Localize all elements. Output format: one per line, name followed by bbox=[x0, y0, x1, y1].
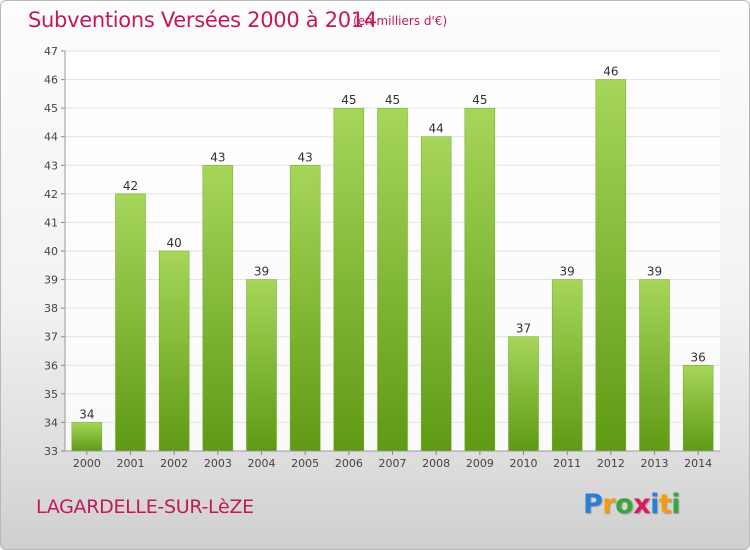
bar-2003 bbox=[202, 165, 234, 452]
data-label: 34 bbox=[79, 407, 94, 421]
logo-letter: r bbox=[602, 489, 616, 520]
logo-letter: x bbox=[633, 489, 651, 520]
x-tick-label: 2008 bbox=[422, 457, 450, 470]
data-labels: 34 42 40 43 39 43 45 45 44 45 37 39 46 39 36 bbox=[79, 65, 706, 422]
bar-2000 bbox=[71, 422, 103, 452]
bar-2006 bbox=[333, 107, 365, 452]
data-label: 36 bbox=[691, 350, 706, 364]
x-tick-label: 2013 bbox=[641, 457, 669, 470]
y-tick-label: 44 bbox=[44, 131, 58, 144]
x-tick-label: 2004 bbox=[248, 457, 276, 470]
data-label: 39 bbox=[254, 265, 269, 279]
y-tick-label: 43 bbox=[44, 159, 58, 172]
data-label: 39 bbox=[560, 265, 575, 279]
y-tick-label: 45 bbox=[44, 102, 58, 115]
bar-2010 bbox=[508, 336, 539, 452]
data-label: 42 bbox=[123, 179, 138, 193]
logo-letter: t bbox=[658, 489, 672, 520]
x-axis-ticks: 2000 2001 2002 2003 2004 2005 2006 2007 2008 2009… bbox=[65, 450, 720, 470]
chart-title: Subventions Versées 2000 à 2014 bbox=[28, 8, 377, 32]
x-tick-label: 2014 bbox=[684, 457, 712, 470]
y-tick-label: 35 bbox=[44, 388, 58, 401]
bar-2009 bbox=[464, 107, 496, 452]
y-tick-label: 47 bbox=[44, 45, 58, 58]
logo-letter: i bbox=[650, 489, 659, 520]
y-tick-label: 33 bbox=[44, 445, 58, 458]
x-tick-label: 2005 bbox=[291, 457, 319, 470]
y-tick-label: 34 bbox=[44, 416, 58, 429]
bar-2005 bbox=[289, 165, 321, 452]
unit-note: (en milliers d'€) bbox=[353, 14, 448, 28]
y-tick-label: 46 bbox=[44, 74, 58, 87]
x-tick-label: 2007 bbox=[379, 457, 407, 470]
data-label: 43 bbox=[210, 150, 225, 164]
y-tick-label: 41 bbox=[44, 216, 58, 229]
logo-letter: o bbox=[615, 489, 634, 520]
bar-2001 bbox=[115, 193, 146, 452]
bar-2012 bbox=[595, 79, 627, 452]
x-tick-label: 2009 bbox=[466, 457, 494, 470]
bar-2004 bbox=[246, 279, 277, 452]
data-label: 39 bbox=[647, 265, 662, 279]
x-tick-label: 2012 bbox=[597, 457, 625, 470]
y-tick-label: 36 bbox=[44, 359, 58, 372]
data-label: 37 bbox=[516, 322, 531, 336]
bar-2008 bbox=[420, 136, 452, 452]
data-label: 45 bbox=[385, 93, 400, 107]
bar-2011 bbox=[551, 279, 583, 452]
logo-letter: i bbox=[671, 489, 681, 520]
logo-letter: P bbox=[583, 489, 603, 520]
bars bbox=[71, 79, 714, 452]
y-tick-label: 40 bbox=[44, 245, 58, 258]
y-tick-label: 37 bbox=[44, 331, 58, 344]
data-label: 40 bbox=[167, 236, 182, 250]
data-label: 44 bbox=[429, 122, 444, 136]
bar-2007 bbox=[377, 107, 408, 452]
data-label: 45 bbox=[341, 93, 356, 107]
y-tick-label: 39 bbox=[44, 274, 58, 287]
bar-2002 bbox=[158, 250, 190, 452]
bar-2013 bbox=[639, 279, 670, 452]
bar-2014 bbox=[682, 365, 714, 452]
y-axis-ticks: 33 34 35 36 37 38 39 40 41 42 43 44 45 46 47 bbox=[44, 45, 66, 458]
y-tick-label: 38 bbox=[44, 302, 58, 315]
x-tick-label: 2002 bbox=[160, 457, 188, 470]
y-tick-label: 42 bbox=[44, 188, 58, 201]
x-tick-label: 2010 bbox=[510, 457, 538, 470]
x-tick-label: 2000 bbox=[73, 457, 101, 470]
x-tick-label: 2011 bbox=[553, 457, 581, 470]
x-tick-label: 2001 bbox=[117, 457, 145, 470]
commune-name: LAGARDELLE-SUR-LèZE bbox=[36, 496, 254, 518]
data-label: 45 bbox=[472, 93, 487, 107]
data-label: 46 bbox=[603, 65, 618, 79]
x-tick-label: 2006 bbox=[335, 457, 363, 470]
data-label: 43 bbox=[298, 150, 313, 164]
x-tick-label: 2003 bbox=[204, 457, 232, 470]
proxiti-logo: Proxiti bbox=[583, 489, 681, 520]
